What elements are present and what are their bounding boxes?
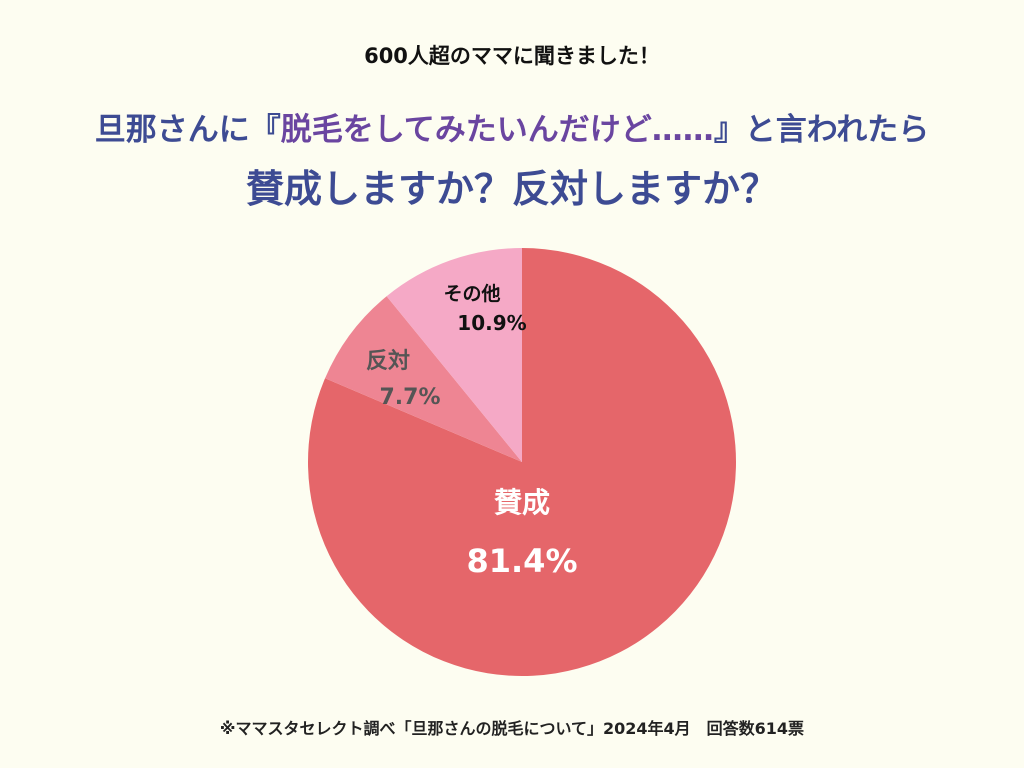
pie-slice-3 <box>386 248 522 462</box>
slice-value-label: 81.4% <box>466 542 577 580</box>
question-highlight: 脱毛をしてみたいんだけど…… <box>280 112 714 148</box>
slice-label: その他 <box>443 282 500 305</box>
question-line-2: 賛成しますか？反対しますか？ <box>245 167 778 211</box>
question-post: 』と言われたら <box>713 112 930 148</box>
survey-kicker: 600人超のママに聞きました！ <box>364 44 660 68</box>
slice-label: 賛成 <box>494 486 550 519</box>
slice-value-label: 10.9% <box>457 311 526 335</box>
source-note: ※ママスタセレクト調べ「旦那さんの脱毛について」2024年4月 回答数614票 <box>219 719 805 738</box>
pie-slice-2 <box>325 296 522 462</box>
question-pre: 旦那さんに『 <box>94 112 281 148</box>
question-line-1: 旦那さんに『脱毛をしてみたいんだけど……』と言われたら <box>0 104 1024 149</box>
slice-value-label: 7.7% <box>379 385 440 410</box>
slice-label: 反対 <box>366 349 410 374</box>
